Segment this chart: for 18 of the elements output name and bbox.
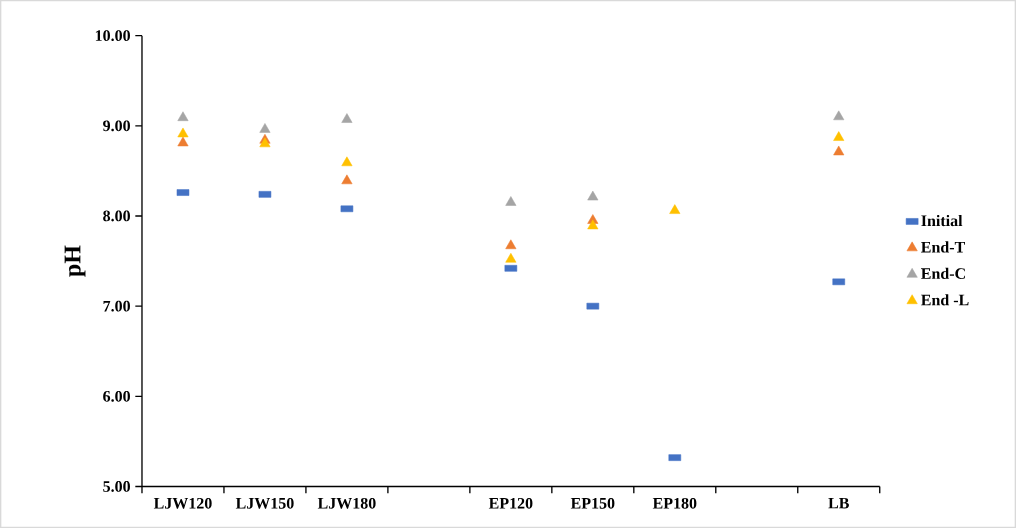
legend-label: End-C — [921, 267, 965, 279]
legend-label: Initial — [921, 214, 963, 227]
legend-label: End -L — [921, 294, 969, 306]
x-tick-label: LJW150 — [235, 497, 294, 509]
x-tick-label: EP180 — [652, 497, 697, 509]
x-tick-label: LJW120 — [153, 497, 212, 509]
y-tick-label: 5.00 — [103, 481, 130, 492]
y-tick-label: 9.00 — [103, 120, 130, 132]
y-tick-label: 6.00 — [103, 390, 130, 402]
y-tick-label: 10.00 — [95, 30, 130, 42]
y-tick-label: 7.00 — [103, 300, 130, 312]
y-tick-label: 8.00 — [103, 210, 130, 222]
y-axis-title: pH — [64, 245, 86, 277]
x-tick-label: EP120 — [488, 497, 533, 509]
x-tick-label: LB — [828, 497, 849, 509]
legend-label: End-T — [921, 241, 965, 253]
x-tick-label: EP150 — [570, 497, 615, 509]
x-tick-label: LJW180 — [317, 497, 376, 509]
